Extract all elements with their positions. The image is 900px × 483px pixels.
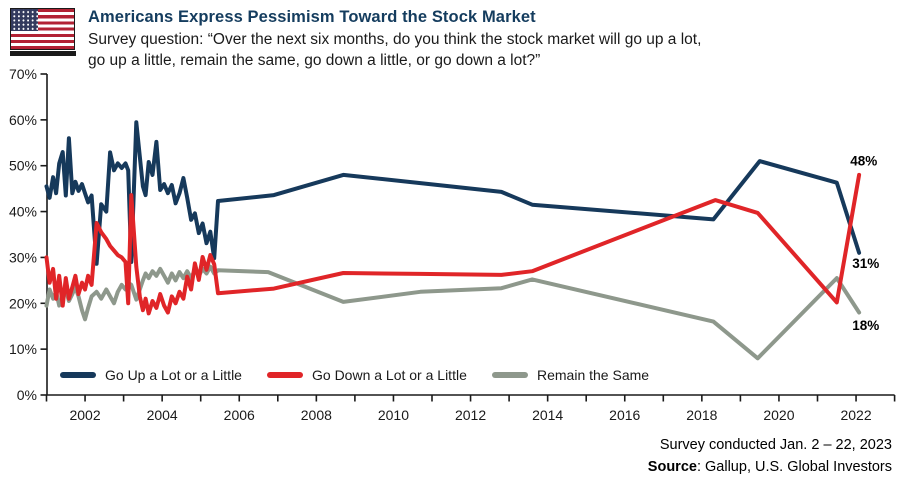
legend-label-go-up: Go Up a Lot or a Little (105, 367, 242, 383)
x-axis: 2002 2004 2006 2008 2010 2012 2014 2016 2018 2020… (45, 394, 896, 423)
svg-text:2012: 2012 (455, 407, 486, 423)
svg-text:2018: 2018 (686, 407, 717, 423)
svg-text:2014: 2014 (532, 407, 563, 423)
survey-question-line2: go up a little, remain the same, go down… (88, 52, 541, 69)
source-text: : Gallup, U.S. Global Investors (696, 459, 892, 475)
legend-label-remain: Remain the Same (537, 367, 650, 383)
svg-text:0%: 0% (17, 387, 37, 403)
svg-text:20%: 20% (9, 295, 37, 311)
page-title: Americans Express Pessimism Toward the S… (88, 8, 536, 26)
end-label: 31% (852, 256, 879, 271)
survey-note: Survey conducted Jan. 2 – 22, 2023 (659, 437, 892, 453)
legend-swatch-go-up (60, 372, 96, 378)
svg-text:10%: 10% (9, 341, 37, 357)
legend-swatch-go-down (267, 372, 303, 378)
legend-item-remain: Remain the Same (492, 367, 649, 383)
svg-text:2004: 2004 (147, 407, 178, 423)
svg-text:2020: 2020 (763, 407, 794, 423)
svg-text:30%: 30% (9, 249, 37, 265)
svg-text:2010: 2010 (378, 407, 409, 423)
us-flag-icon (10, 8, 76, 56)
flag-underline (10, 51, 76, 56)
source-line: Source: Gallup, U.S. Global Investors (648, 459, 892, 475)
legend-item-go-down: Go Down a Lot or a Little (267, 367, 467, 383)
end-label: 18% (852, 318, 879, 333)
svg-text:40%: 40% (9, 204, 37, 220)
flag-canton (11, 9, 38, 31)
svg-text:60%: 60% (9, 112, 37, 128)
series-line-1 (44, 172, 862, 316)
legend-item-go-up: Go Up a Lot or a Little (60, 367, 242, 383)
annotations: 48% 31% 18% (850, 154, 879, 333)
end-label: 48% (850, 154, 877, 169)
svg-text:2006: 2006 (224, 407, 255, 423)
source-label: Source (647, 459, 697, 475)
legend-swatch-remain (492, 372, 528, 378)
plot-lines (44, 120, 862, 361)
svg-text:2008: 2008 (301, 407, 332, 423)
legend-label-go-down: Go Down a Lot or a Little (312, 367, 467, 383)
y-axis: 0% 10% 20% 30% 40% 50% 60% 70% (9, 66, 48, 403)
survey-question-line1: Survey question: “Over the next six mont… (88, 31, 702, 48)
svg-text:2022: 2022 (840, 407, 871, 423)
svg-text:50%: 50% (9, 158, 37, 174)
svg-text:2002: 2002 (69, 407, 100, 423)
series-line-0 (44, 120, 862, 266)
svg-text:70%: 70% (9, 66, 37, 82)
svg-text:2016: 2016 (609, 407, 640, 423)
